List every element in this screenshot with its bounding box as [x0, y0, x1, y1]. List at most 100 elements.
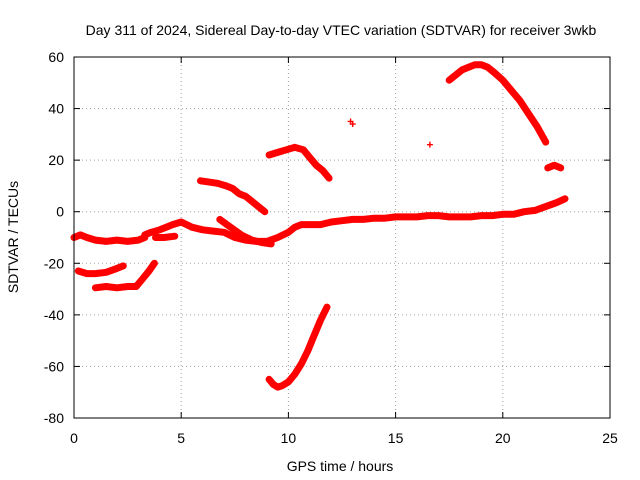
- data-point: [510, 211, 517, 218]
- data-point: [349, 121, 356, 128]
- data-point: [467, 213, 474, 220]
- data-point: [223, 182, 230, 189]
- data-point: [319, 167, 326, 174]
- data-point: [300, 146, 307, 153]
- data-point: [248, 237, 255, 244]
- data-point: [255, 203, 262, 210]
- grid-lines: [74, 57, 610, 418]
- data-point: [459, 66, 466, 73]
- data-point: [499, 211, 506, 218]
- data-point: [285, 229, 292, 236]
- data-point: [291, 224, 298, 231]
- data-point: [178, 219, 185, 226]
- data-point: [216, 216, 223, 223]
- data-point: [446, 213, 453, 220]
- data-point: [326, 175, 333, 182]
- axis-ticks: 0 5 10 15 20 25 -80 -60 -40 -20 0 20 40 60: [44, 49, 618, 446]
- data-point: [446, 77, 453, 84]
- data-point: [534, 123, 541, 130]
- data-point: [274, 149, 281, 156]
- data-point: [381, 215, 388, 222]
- y-tick-label: -60: [44, 358, 64, 374]
- data-point: [478, 61, 485, 68]
- x-tick-label: 15: [388, 430, 404, 446]
- data-point: [124, 238, 131, 245]
- data-point: [516, 97, 523, 104]
- data-point: [392, 213, 399, 220]
- data-point: [214, 180, 221, 187]
- data-point: [360, 216, 367, 223]
- data-point: [478, 212, 485, 219]
- data-point: [152, 234, 159, 241]
- data-point: [531, 207, 538, 214]
- x-tick-label: 20: [495, 430, 511, 446]
- x-tick-label: 10: [281, 430, 297, 446]
- data-point: [317, 221, 324, 228]
- data-point: [471, 61, 478, 68]
- data-point: [484, 64, 491, 71]
- y-tick-label: 60: [48, 49, 64, 65]
- data-point: [542, 139, 549, 146]
- data-point: [508, 87, 515, 94]
- data-point: [278, 382, 285, 389]
- y-tick-label: 20: [48, 152, 64, 168]
- data-point: [120, 262, 127, 269]
- y-tick-label: 40: [48, 101, 64, 117]
- plot-frame: [73, 56, 611, 419]
- data-point: [499, 77, 506, 84]
- data-point: [311, 332, 318, 339]
- data-point: [83, 234, 90, 241]
- data-point: [339, 217, 345, 224]
- data-point: [542, 203, 549, 210]
- data-point: [103, 238, 110, 245]
- data-point: [248, 198, 255, 205]
- data-point: [92, 237, 99, 244]
- data-series-arc-peak: [445, 61, 550, 146]
- data-point: [544, 164, 551, 171]
- data-series-arc-dip: [265, 303, 331, 391]
- data-point: [291, 371, 298, 378]
- data-point: [426, 141, 433, 148]
- data-points: [70, 61, 569, 391]
- data-point: [456, 213, 463, 220]
- data-point: [221, 229, 228, 236]
- data-point: [242, 193, 249, 200]
- data-point: [236, 190, 243, 197]
- data-point: [92, 284, 99, 291]
- data-point: [349, 216, 356, 223]
- data-point: [103, 283, 110, 290]
- data-point: [124, 283, 131, 290]
- x-axis-label: GPS time / hours: [287, 458, 394, 474]
- data-point: [151, 260, 158, 267]
- data-point: [171, 233, 178, 240]
- data-point: [231, 234, 238, 241]
- data-point: [139, 275, 146, 282]
- data-point: [270, 381, 277, 388]
- chart-title: Day 311 of 2024, Sidereal Day-to-day VTE…: [86, 22, 597, 38]
- y-tick-label: -80: [44, 410, 64, 426]
- data-point: [156, 226, 163, 233]
- data-point: [75, 268, 82, 275]
- y-tick-label: -40: [44, 307, 64, 323]
- data-point: [163, 224, 170, 231]
- data-point: [135, 237, 142, 244]
- y-tick-label: 0: [56, 204, 64, 220]
- data-point: [551, 162, 558, 169]
- data-point: [283, 146, 290, 153]
- data-point: [133, 283, 140, 290]
- data-point: [452, 72, 459, 79]
- x-tick-label: 25: [602, 430, 618, 446]
- data-point: [229, 185, 236, 192]
- data-point: [113, 284, 120, 291]
- data-point: [141, 231, 148, 238]
- data-point: [306, 154, 313, 161]
- data-point: [491, 69, 498, 76]
- data-point: [317, 317, 324, 324]
- data-point: [169, 221, 176, 228]
- data-point: [266, 151, 273, 158]
- data-point: [285, 378, 292, 385]
- data-point: [261, 208, 268, 215]
- data-point: [561, 195, 568, 202]
- data-point: [274, 384, 281, 391]
